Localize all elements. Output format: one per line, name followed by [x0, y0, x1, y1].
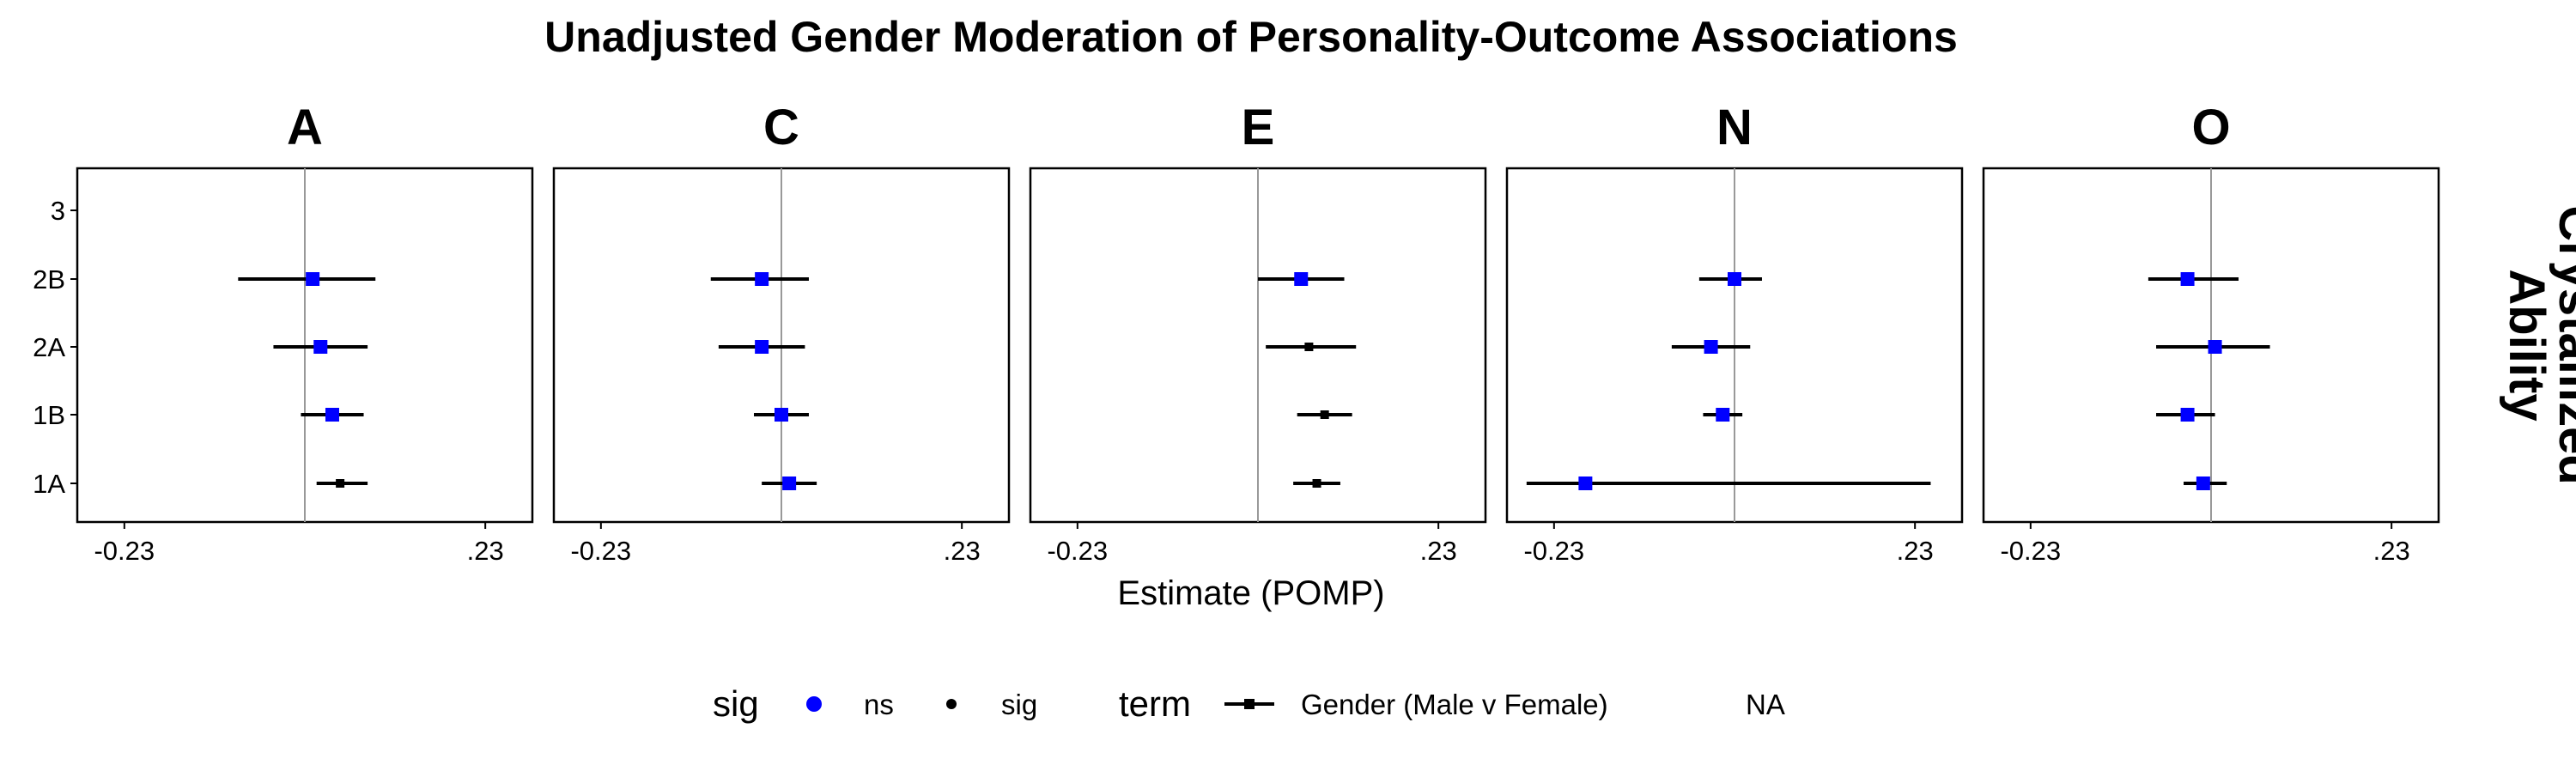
legend-title-term: term	[1119, 683, 1191, 724]
panel-o: O -0.23 .23	[1982, 100, 2440, 566]
estimate-point	[2180, 272, 2195, 286]
facet-label: O	[2191, 100, 2230, 155]
legend-label-ns: ns	[864, 689, 894, 720]
x-tick-label: .23	[944, 536, 981, 566]
legend-label-na: NA	[1746, 689, 1785, 720]
facet-label: C	[763, 100, 799, 155]
estimate-point	[2208, 340, 2222, 354]
estimate-point	[782, 477, 797, 490]
legend-key-sig	[946, 699, 957, 709]
x-tick-label: -0.23	[1523, 536, 1584, 566]
estimate-point	[1704, 340, 1718, 354]
estimate-point	[755, 340, 769, 354]
x-tick-label: -0.23	[1047, 536, 1108, 566]
y-tick-label: 1A	[33, 469, 65, 499]
x-tick-label: .23	[2373, 536, 2410, 566]
x-tick-label: -0.23	[2000, 536, 2061, 566]
estimate-point	[755, 272, 769, 286]
legend: sig ns sig term Gender (Male v Female) NA	[713, 683, 1785, 724]
y-tick-label: 1B	[33, 400, 65, 430]
estimate-point	[775, 408, 788, 422]
estimate-point	[1294, 272, 1309, 286]
y-tick-label: 2B	[33, 264, 65, 294]
legend-label-sig: sig	[1001, 689, 1037, 720]
estimate-point	[306, 272, 320, 286]
legend-title-sig: sig	[713, 683, 759, 724]
strip-label-line: Ability	[2499, 269, 2555, 421]
estimate-point	[2196, 477, 2210, 490]
x-axis-title: Estimate (POMP)	[1117, 574, 1384, 612]
legend-label-term: Gender (Male v Female)	[1301, 689, 1608, 720]
panel-c: C -0.23 .23	[552, 100, 1011, 566]
strip-label-line: Crystallized	[2549, 205, 2576, 485]
estimate-point	[1312, 479, 1321, 488]
strip-label: CrystallizedAbility	[2499, 205, 2576, 485]
estimate-point	[1716, 408, 1730, 422]
legend-key-term-point	[1244, 699, 1255, 709]
panels-layer: 3 2B 2A 1B 1A A -0.23 .23 C -0.23 .23 E -0.23 .23 N -0.…	[33, 100, 2440, 566]
x-tick-label: .23	[467, 536, 504, 566]
right-strip: CrystallizedAbility	[2499, 205, 2576, 485]
facet-label: A	[287, 100, 323, 155]
estimate-point	[2180, 408, 2195, 422]
x-tick-label: -0.23	[570, 536, 631, 566]
panel-e: E -0.23 .23	[1029, 100, 1487, 566]
estimate-point	[336, 479, 345, 488]
estimate-point	[1578, 477, 1593, 490]
estimate-point	[1320, 410, 1329, 419]
estimate-point	[325, 408, 339, 422]
facet-label: E	[1242, 100, 1275, 155]
estimate-point	[1728, 272, 1741, 286]
x-tick-label: .23	[1420, 536, 1457, 566]
facet-label: N	[1716, 100, 1753, 155]
panel-a: A -0.23 .23	[76, 100, 534, 566]
estimate-point	[313, 340, 328, 354]
x-tick-label: .23	[1897, 536, 1934, 566]
panel-n: N -0.23 .23	[1505, 100, 1964, 566]
y-tick-label: 3	[51, 196, 65, 226]
x-tick-label: -0.23	[94, 536, 155, 566]
estimate-point	[1304, 343, 1314, 351]
chart-title: Unadjusted Gender Moderation of Personal…	[544, 13, 1958, 61]
legend-key-ns	[806, 696, 822, 712]
y-tick-label: 2A	[33, 332, 65, 362]
